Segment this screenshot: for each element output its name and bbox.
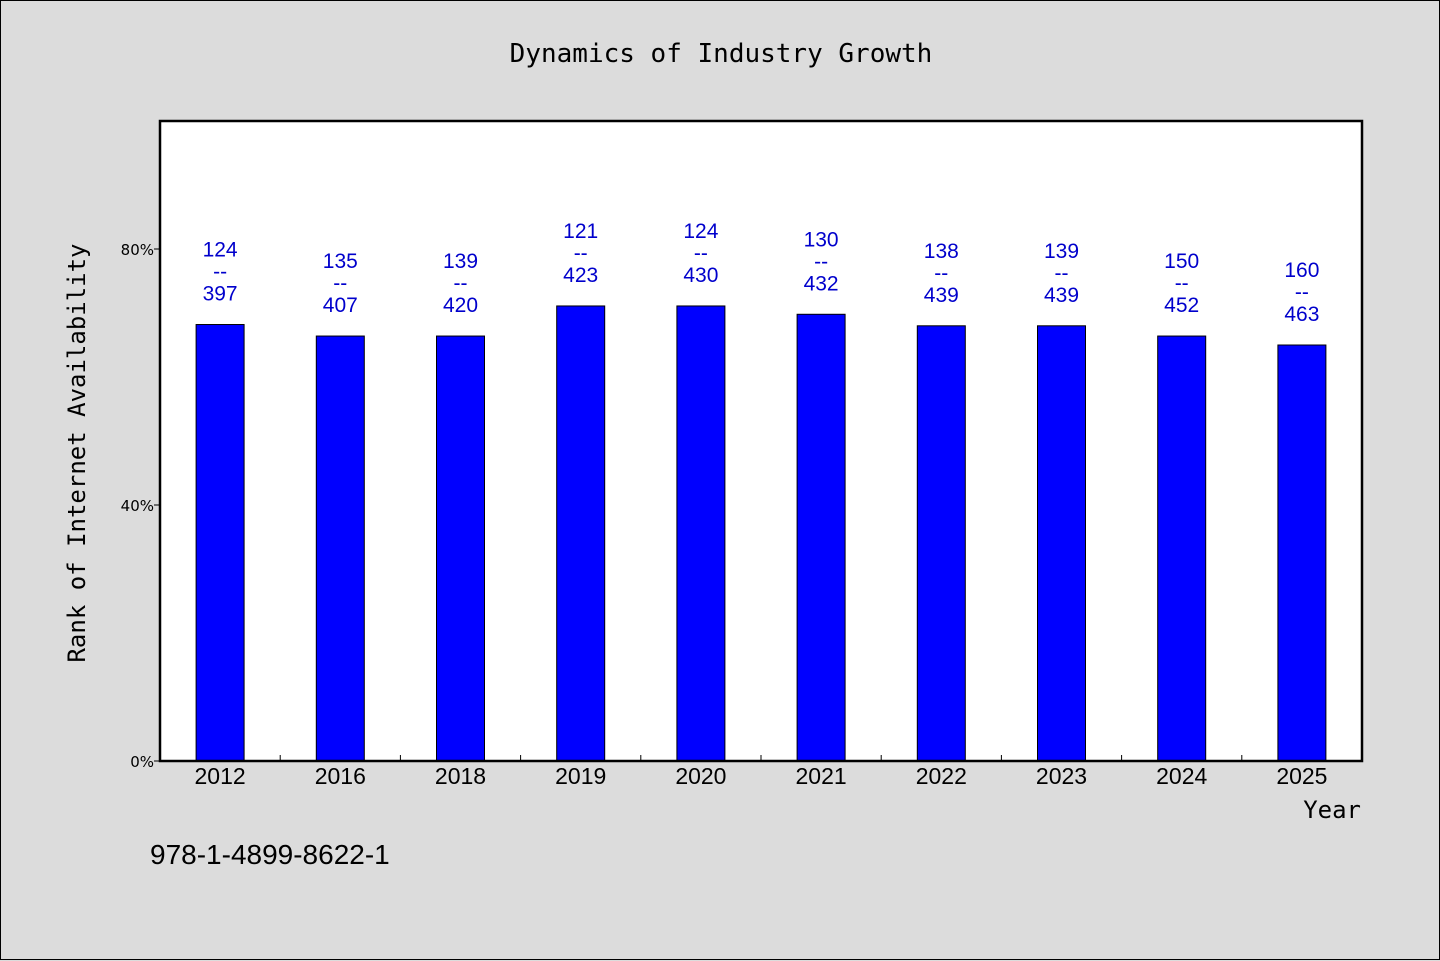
data-label-top-2020: 124 [683, 220, 718, 243]
x-axis-label: Year [1303, 796, 1361, 824]
x-tick-label-2025: 2025 [1276, 763, 1327, 789]
data-label-sep-2020: -- [694, 242, 708, 265]
x-tick-label-2018: 2018 [435, 763, 486, 789]
data-label-top-2012: 124 [203, 239, 238, 262]
data-label-top-2024: 150 [1164, 250, 1199, 273]
y-axis-label: Rank of Internet Availability [63, 243, 91, 662]
data-label-bottom-2016: 407 [323, 294, 358, 317]
data-label-sep-2016: -- [333, 272, 347, 295]
bar-2022 [916, 325, 966, 762]
data-label-top-2016: 135 [323, 250, 358, 273]
y-tick-label-0: 0% [130, 753, 154, 771]
bar-2020 [676, 305, 726, 762]
x-tick-label-2019: 2019 [555, 763, 606, 789]
footnote-isbn: 978-1-4899-8622-1 [150, 839, 390, 870]
x-tick-label-2016: 2016 [315, 763, 366, 789]
data-label-bottom-2019: 423 [563, 264, 598, 287]
data-label-top-2018: 139 [443, 250, 478, 273]
data-label-bottom-2024: 452 [1164, 294, 1199, 317]
chart-title: Dynamics of Industry Growth [510, 39, 933, 69]
bar-2021 [796, 313, 846, 762]
bar-2012 [195, 324, 245, 762]
x-tick-label-2022: 2022 [916, 763, 967, 789]
bar-2018 [436, 335, 485, 762]
data-label-bottom-2020: 430 [683, 264, 718, 287]
data-label-top-2022: 138 [924, 240, 959, 263]
data-label-top-2019: 121 [563, 220, 598, 243]
x-tick-label-2024: 2024 [1156, 763, 1207, 789]
data-label-bottom-2023: 439 [1044, 284, 1079, 307]
x-axis-ticks: 2012 2016 2018 2019 2020 2021 2022 2023 2024 2025 [195, 755, 1327, 789]
data-label-bottom-2022: 439 [924, 284, 959, 307]
x-tick-label-2012: 2012 [195, 763, 246, 789]
x-tick-label-2021: 2021 [796, 763, 847, 789]
x-tick-label-2023: 2023 [1036, 763, 1087, 789]
data-label-top-2025: 160 [1284, 259, 1319, 282]
data-label-bottom-2018: 420 [443, 294, 478, 317]
bar-2019 [556, 305, 606, 762]
plot-frame [158, 119, 1364, 763]
data-label-sep-2025: -- [1295, 281, 1309, 304]
data-label-top-2023: 139 [1044, 240, 1079, 263]
y-tick-label-40: 40% [121, 497, 154, 515]
bar-2023 [1037, 325, 1086, 762]
data-label-sep-2021: -- [814, 250, 828, 273]
data-label-sep-2012: -- [213, 261, 227, 284]
data-label-top-2021: 130 [804, 228, 839, 251]
data-label-sep-2018: -- [454, 272, 468, 295]
data-label-sep-2019: -- [574, 242, 588, 265]
data-label-bottom-2025: 463 [1284, 303, 1319, 326]
data-label-bottom-2012: 397 [203, 283, 238, 306]
data-label-bottom-2021: 432 [804, 272, 839, 295]
bars-layer [195, 305, 1327, 762]
data-label-sep-2022: -- [934, 262, 948, 285]
x-tick-label-2020: 2020 [675, 763, 726, 789]
bar-2016 [315, 335, 365, 762]
data-label-sep-2024: -- [1175, 272, 1189, 295]
bar-2025 [1277, 344, 1327, 762]
data-label-sep-2023: -- [1055, 262, 1069, 285]
bar-2024 [1157, 335, 1207, 762]
data-labels-layer: 124--397135--407139--420121--423124--430… [203, 220, 1320, 326]
y-tick-label-80: 80% [121, 241, 154, 259]
y-axis-ticks: 0% 40% 80% [121, 241, 160, 771]
